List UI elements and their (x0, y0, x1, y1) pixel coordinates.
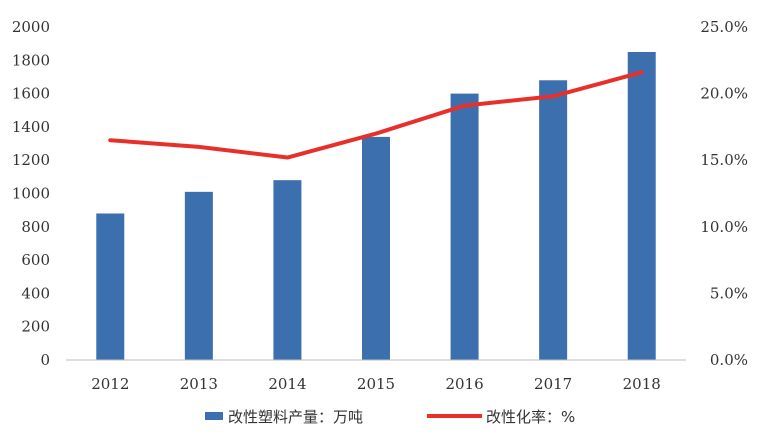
left-axis-tick-label: 600 (21, 251, 50, 269)
left-axis-tick-label: 1000 (12, 185, 50, 203)
legend-bar-swatch (205, 412, 223, 420)
legend-bar-label: 改性塑料产量：万吨 (228, 408, 363, 426)
x-axis-tick-label: 2016 (445, 375, 483, 393)
bar (627, 51, 656, 360)
right-axis-tick-label: 5.0% (710, 284, 748, 302)
x-axis-tick-label: 2017 (534, 375, 572, 393)
legend-line-label: 改性化率：% (486, 408, 575, 426)
x-axis-ticks: 2012 2013 2014 2015 2016 2017 2018 (91, 375, 661, 393)
x-axis-tick-label: 2018 (623, 375, 661, 393)
right-axis-tick-label: 0.0% (710, 351, 748, 369)
right-axis-tick-label: 10.0% (700, 218, 748, 236)
left-axis-ticks: 0 200 400 600 800 1000 1200 1400 1600 1800 2000 (12, 18, 50, 369)
left-axis-tick-label: 1600 (12, 85, 50, 103)
bar (96, 213, 125, 360)
left-axis-tick-label: 1200 (12, 151, 50, 169)
right-axis-tick-label: 20.0% (700, 85, 748, 103)
right-axis-tick-label: 25.0% (700, 18, 748, 36)
bar (184, 191, 213, 360)
rate-series-line (108, 70, 644, 160)
bar-series (96, 51, 656, 360)
left-axis-tick-label: 800 (21, 218, 50, 236)
bar (450, 93, 479, 360)
left-axis-tick-label: 200 (21, 318, 50, 336)
left-axis-tick-label: 1400 (12, 118, 50, 136)
bar (539, 80, 568, 360)
legend: 改性塑料产量：万吨 改性化率：% (205, 408, 575, 426)
right-axis-ticks: 0.0% 5.0% 10.0% 15.0% 20.0% 25.0% (700, 18, 748, 369)
right-axis-tick-label: 15.0% (700, 151, 748, 169)
x-axis-tick-label: 2014 (268, 375, 306, 393)
left-axis-tick-label: 400 (21, 284, 50, 302)
x-axis-tick-label: 2012 (91, 375, 129, 393)
x-axis-tick-label: 2015 (357, 375, 395, 393)
left-axis-tick-label: 1800 (12, 51, 50, 69)
x-axis-tick-label: 2013 (180, 375, 218, 393)
bar (362, 136, 390, 360)
left-axis-tick-label: 0 (40, 351, 50, 369)
bar (273, 180, 302, 360)
left-axis-tick-label: 2000 (12, 18, 50, 36)
